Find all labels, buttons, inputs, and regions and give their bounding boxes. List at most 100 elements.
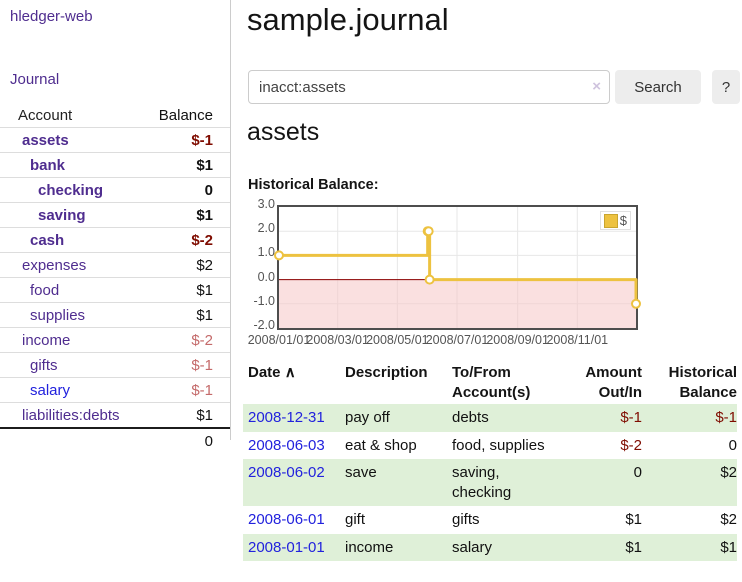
account-row-salary: salary $-1 <box>0 377 230 402</box>
account-link[interactable]: salary <box>30 381 71 399</box>
balance-column-header: Historical Balance <box>668 364 737 401</box>
account-row-food: food $1 <box>0 277 230 302</box>
account-row-assets: assets $-1 <box>0 127 230 152</box>
account-row-expenses: expenses $2 <box>0 252 230 277</box>
account-row-cash: cash $-2 <box>0 227 230 252</box>
transaction-amount: $1 <box>625 538 642 556</box>
account-row-income: income $-2 <box>0 327 230 352</box>
transaction-balance: $2 <box>720 464 737 481</box>
search-button[interactable]: Search <box>615 70 701 104</box>
search-box: × <box>248 70 610 104</box>
clear-search-icon[interactable]: × <box>592 78 601 95</box>
y-axis-tick-label: 0.0 <box>257 269 275 284</box>
account-link[interactable]: liabilities:debts <box>22 406 120 424</box>
account-balance: $-1 <box>191 356 213 374</box>
transaction-amount: $-2 <box>620 436 642 454</box>
transaction-description: gift <box>345 511 366 528</box>
x-axis-tick-label: 2008/09/01 <box>486 333 549 347</box>
register-row: 2008-06-01 gift gifts $1 $2 <box>243 506 737 534</box>
chart-legend: $ <box>599 211 631 230</box>
date-column-header[interactable]: Date ∧ <box>243 361 345 404</box>
transaction-balance: 0 <box>728 436 737 454</box>
y-axis-tick-label: 1.0 <box>257 245 275 260</box>
historical-balance-chart: $ 3.0 2.0 1.0 0.0 -1.0 -2.0 2008/01/01 2008/03… <box>247 197 641 349</box>
transaction-date-link[interactable]: 2008-06-01 <box>248 511 325 528</box>
transaction-description: pay off <box>345 409 390 426</box>
x-axis-tick-label: 2008/01/01 <box>247 333 311 347</box>
sidebar-divider <box>230 0 231 440</box>
account-link[interactable]: gifts <box>30 356 58 374</box>
x-axis-tick-label: 2008/05/01 <box>366 333 429 347</box>
account-row-bank: bank $1 <box>0 152 230 177</box>
transaction-date-link[interactable]: 2008-06-03 <box>248 436 325 454</box>
account-balance: 0 <box>204 181 213 199</box>
chart-title-label: Historical Balance: <box>248 177 379 193</box>
y-axis-tick-label: -2.0 <box>253 318 275 332</box>
sort-ascending-icon: ∧ <box>284 364 296 381</box>
balance-column-header: Balance <box>158 106 213 124</box>
account-link[interactable]: supplies <box>30 306 86 324</box>
account-row-gifts: gifts $-1 <box>0 352 230 377</box>
help-button[interactable]: ? <box>712 70 740 104</box>
transaction-accounts: gifts <box>452 511 480 528</box>
page-title: sample.journal <box>247 2 449 37</box>
account-link[interactable]: assets <box>22 131 69 149</box>
app-title-link[interactable]: hledger-web <box>10 8 93 25</box>
account-link[interactable]: expenses <box>22 256 87 274</box>
account-balance: $1 <box>196 281 213 299</box>
transaction-accounts: salary <box>452 538 493 556</box>
account-row-supplies: supplies $1 <box>0 302 230 327</box>
y-axis-tick-label: -1.0 <box>253 293 275 308</box>
account-balance: $1 <box>196 406 213 424</box>
account-row-liabilities-debts: liabilities:debts $1 <box>0 402 230 427</box>
accounts-total-row: 0 <box>0 427 230 453</box>
account-link[interactable]: saving <box>38 206 86 224</box>
accounts-table-header: Account Balance <box>0 103 230 127</box>
legend-label: $ <box>619 213 627 228</box>
transaction-description: save <box>345 464 377 481</box>
transaction-date-link[interactable]: 2008-01-01 <box>248 538 325 556</box>
transaction-amount: $-1 <box>620 409 642 426</box>
account-balance: $2 <box>196 256 213 274</box>
account-balance: $1 <box>196 306 213 324</box>
account-balance: $-1 <box>191 131 213 149</box>
transaction-balance: $2 <box>720 511 737 528</box>
legend-swatch-icon <box>603 213 618 228</box>
account-column-header: To/From Account(s) <box>452 364 531 401</box>
transaction-date-link[interactable]: 2008-06-02 <box>248 464 325 481</box>
account-row-checking: checking 0 <box>0 177 230 202</box>
transaction-date-link[interactable]: 2008-12-31 <box>248 409 325 426</box>
transaction-description: eat & shop <box>345 436 417 454</box>
transaction-amount: $1 <box>625 511 642 528</box>
transaction-balance: $-1 <box>715 409 737 426</box>
y-axis-tick-label: 2.0 <box>257 221 275 236</box>
transaction-amount: 0 <box>633 464 642 481</box>
account-link[interactable]: cash <box>30 231 65 249</box>
chart-canvas <box>274 207 641 328</box>
register-table: Date ∧ Description To/From Account(s) Am… <box>243 361 737 561</box>
account-balance: $1 <box>196 206 213 224</box>
account-link[interactable]: bank <box>30 156 66 174</box>
y-axis-tick-label: 3.0 <box>257 197 275 211</box>
account-link[interactable]: food <box>30 281 60 299</box>
account-balance: $-2 <box>191 231 213 249</box>
search-input[interactable] <box>248 70 610 104</box>
account-balance: $-2 <box>191 331 213 349</box>
account-link[interactable]: checking <box>38 181 104 199</box>
account-link[interactable]: income <box>22 331 71 349</box>
account-heading: assets <box>247 118 320 146</box>
transaction-accounts: saving, checking <box>452 464 512 501</box>
account-column-header: Account <box>18 106 73 124</box>
transaction-accounts: food, supplies <box>452 436 545 454</box>
account-row-saving: saving $1 <box>0 202 230 227</box>
account-balance: $-1 <box>191 381 213 399</box>
x-axis-tick-label: 2008/11/01 <box>546 333 609 347</box>
transaction-description: income <box>345 538 394 556</box>
x-axis-tick-label: 2008/03/01 <box>306 333 369 347</box>
description-column-header: Description <box>345 364 428 381</box>
sidebar-item-journal[interactable]: Journal <box>10 71 60 88</box>
accounts-table: Account Balance assets $-1 bank $1 check… <box>0 103 230 453</box>
transaction-accounts: debts <box>452 409 489 426</box>
register-header-row: Date ∧ Description To/From Account(s) Am… <box>243 361 737 404</box>
